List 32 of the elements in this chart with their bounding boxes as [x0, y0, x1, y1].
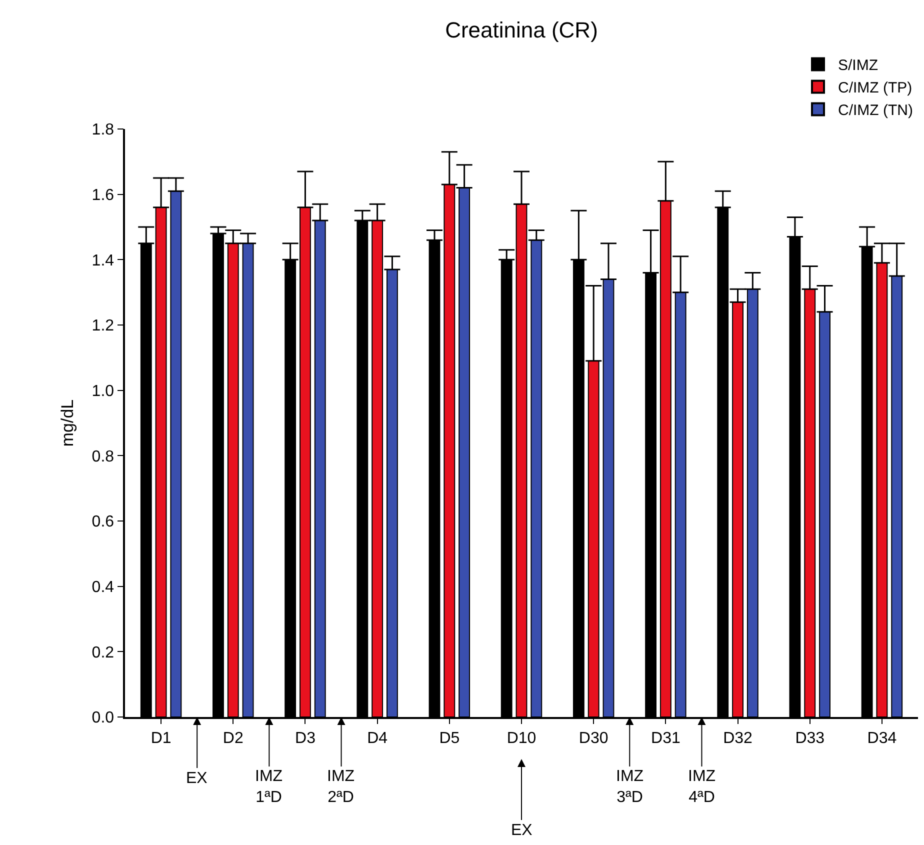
- chart-title: Creatinina (CR): [445, 18, 598, 43]
- text: EX: [511, 822, 533, 839]
- y-tick-label: 1.0: [92, 382, 114, 400]
- x-tick-label: D32: [723, 730, 753, 747]
- x-tick-label: D34: [867, 730, 897, 747]
- x-tick-label: D31: [651, 730, 680, 747]
- x-tick-label: D5: [439, 730, 460, 747]
- y-tick-label: 1.8: [92, 122, 114, 139]
- legend-label: C/IMZ (TN): [838, 102, 913, 120]
- x-tick-label: D10: [506, 730, 536, 747]
- text: IMZ 1ªD: [255, 768, 283, 806]
- legend-label: S/IMZ: [838, 57, 878, 74]
- x-tick-label: D2: [222, 730, 244, 747]
- x-tick-label: D3: [295, 730, 316, 747]
- y-tick-label: 1.6: [92, 186, 114, 204]
- text: EX: [186, 770, 208, 787]
- y-tick-label: 1.2: [92, 318, 114, 335]
- x-tick-label: D4: [367, 730, 388, 747]
- y-tick-label: 0.2: [92, 644, 114, 662]
- x-tick-label: D1: [150, 730, 172, 747]
- y-tick-label: 0.0: [92, 710, 114, 727]
- text: IMZ 2ªD: [327, 768, 355, 806]
- text: IMZ 4ªD: [688, 768, 716, 806]
- text: IMZ 3ªD: [616, 768, 644, 806]
- x-tick-label: D30: [578, 730, 608, 747]
- legend-label: C/IMZ (TP): [838, 80, 912, 97]
- y-axis-title: mg/dL: [58, 399, 77, 447]
- y-tick-label: 0.4: [92, 578, 114, 596]
- x-tick-label: D33: [795, 730, 825, 747]
- y-tick-label: 0.8: [92, 448, 114, 466]
- y-tick-label: 0.6: [92, 514, 114, 531]
- y-tick-label: 1.4: [92, 252, 114, 270]
